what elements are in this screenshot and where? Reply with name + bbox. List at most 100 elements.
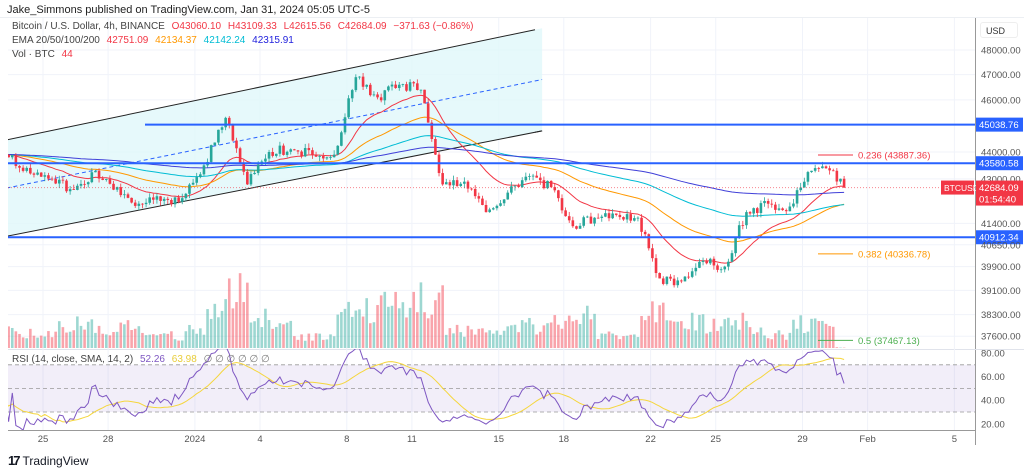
tradingview-brand[interactable]: 17 TradingView bbox=[8, 453, 89, 468]
volume-bar bbox=[54, 331, 57, 348]
time-tick-label: 11 bbox=[407, 434, 417, 445]
candle-body bbox=[499, 203, 502, 206]
volume-bar bbox=[8, 326, 10, 348]
candle-body bbox=[238, 148, 242, 164]
candle-body bbox=[148, 197, 151, 203]
volume-bar bbox=[426, 318, 430, 348]
volume-bar bbox=[466, 325, 470, 348]
volume-bar bbox=[126, 320, 130, 348]
volume-bar bbox=[452, 333, 455, 348]
candle-body bbox=[549, 180, 553, 188]
volume-bar bbox=[303, 340, 307, 348]
candle-body bbox=[50, 178, 54, 180]
volume-bar bbox=[256, 318, 260, 348]
volume-bar bbox=[582, 313, 585, 348]
candle-body bbox=[694, 267, 698, 272]
candle-body bbox=[813, 168, 817, 171]
volume-bar bbox=[564, 320, 567, 348]
candle-body bbox=[683, 276, 687, 282]
channel-upper-line bbox=[8, 29, 536, 141]
volume-bar bbox=[249, 322, 253, 348]
volume-bar bbox=[690, 312, 694, 348]
volume-bar bbox=[444, 334, 448, 348]
candle-body bbox=[636, 217, 640, 219]
volume-bar bbox=[285, 322, 289, 348]
candle-body bbox=[434, 138, 437, 155]
candle-body bbox=[325, 157, 329, 159]
volume-label[interactable]: Vol · BTC bbox=[12, 49, 55, 60]
rsi-value: 52.26 bbox=[139, 354, 165, 365]
rsi-label[interactable]: RSI (14, close, SMA, 14, 2) bbox=[12, 354, 134, 365]
volume-bar bbox=[141, 332, 144, 348]
main-plot bbox=[8, 28, 975, 348]
candle-body bbox=[625, 214, 629, 220]
candle-body bbox=[426, 103, 430, 123]
candle-body bbox=[466, 181, 470, 189]
volume-bar bbox=[332, 336, 336, 348]
volume-bar bbox=[423, 312, 426, 348]
candle-body bbox=[246, 171, 249, 185]
candle-body bbox=[723, 266, 727, 270]
candle-body bbox=[737, 225, 741, 238]
volume-bar bbox=[29, 328, 32, 348]
candle-body bbox=[332, 154, 336, 158]
ema100-line bbox=[8, 135, 845, 217]
candle-body bbox=[217, 129, 220, 143]
candle-body bbox=[249, 174, 253, 185]
volume-bar bbox=[390, 305, 394, 348]
candle-body bbox=[47, 175, 50, 179]
volume-bar bbox=[354, 310, 358, 348]
candle-body bbox=[564, 210, 567, 217]
volume-bar bbox=[318, 333, 321, 348]
volume-bar bbox=[144, 335, 148, 348]
volume-bar bbox=[821, 320, 824, 348]
candle-body bbox=[698, 261, 701, 268]
candle-body bbox=[311, 150, 314, 155]
volume-bar bbox=[14, 331, 18, 348]
currency-button[interactable]: USD bbox=[980, 22, 1018, 38]
time-tick-label: 18 bbox=[559, 434, 570, 445]
candle-body bbox=[614, 213, 618, 215]
candle-body bbox=[314, 154, 318, 157]
candle-body bbox=[253, 172, 256, 175]
volume-bar bbox=[227, 278, 231, 348]
volume-bar bbox=[781, 334, 784, 348]
volume-bar bbox=[755, 332, 759, 348]
candle-body bbox=[159, 196, 162, 201]
candle-body bbox=[18, 165, 21, 168]
candle-body bbox=[777, 208, 781, 210]
candle-body bbox=[745, 212, 748, 226]
volume-bar bbox=[470, 329, 473, 348]
candle-body bbox=[133, 202, 137, 206]
volume-bar bbox=[459, 332, 463, 348]
candle-body bbox=[452, 180, 455, 186]
volume-bar bbox=[180, 340, 184, 348]
symbol-title[interactable]: Bitcoin / U.S. Dollar, 4h, BINANCE bbox=[12, 21, 165, 32]
volume-bar bbox=[238, 273, 242, 348]
candle-body bbox=[289, 149, 293, 152]
candle-body bbox=[752, 208, 755, 214]
candle-body bbox=[8, 154, 10, 158]
rsi-tick-label: 80.00 bbox=[981, 349, 1005, 360]
candle-body bbox=[282, 145, 285, 155]
candle-body bbox=[477, 196, 481, 199]
volume-bar bbox=[296, 339, 300, 348]
channel-fill bbox=[8, 28, 543, 236]
volume-bar bbox=[831, 326, 835, 348]
volume-bar bbox=[199, 328, 202, 348]
volume-bar bbox=[264, 308, 267, 348]
candle-body bbox=[824, 166, 828, 169]
rsi-tick-label: 40.00 bbox=[981, 396, 1005, 407]
candle-body bbox=[173, 197, 177, 205]
candle-body bbox=[202, 165, 206, 175]
volume-bar bbox=[152, 334, 155, 348]
volume-bar bbox=[784, 339, 788, 348]
volume-bar bbox=[394, 291, 397, 348]
volume-bar bbox=[473, 334, 477, 348]
ema-label[interactable]: EMA 20/50/100/200 bbox=[12, 35, 100, 46]
candle-body bbox=[123, 194, 126, 196]
volume-bar bbox=[604, 333, 607, 348]
candle-body bbox=[774, 204, 777, 210]
volume-bar bbox=[278, 323, 282, 348]
